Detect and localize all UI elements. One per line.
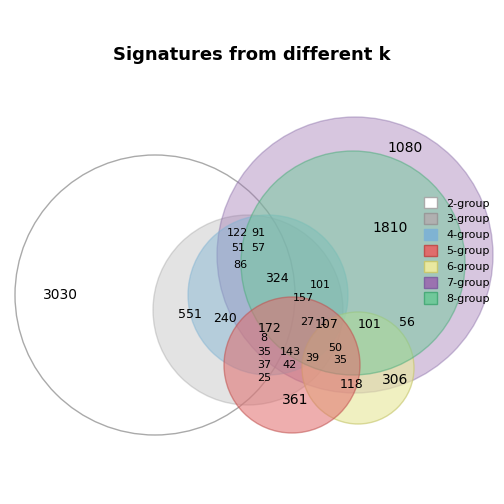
Text: 324: 324: [265, 272, 289, 284]
Circle shape: [188, 215, 348, 375]
Text: 361: 361: [282, 393, 308, 407]
Text: 143: 143: [279, 347, 300, 357]
Text: 1810: 1810: [372, 221, 408, 235]
Text: 240: 240: [213, 311, 237, 325]
Circle shape: [217, 117, 493, 393]
Text: 1080: 1080: [388, 141, 423, 155]
Text: 35: 35: [257, 347, 271, 357]
Text: 57: 57: [251, 243, 265, 253]
Text: 122: 122: [226, 228, 247, 238]
Text: 50: 50: [328, 343, 342, 353]
Text: 56: 56: [399, 316, 415, 329]
Legend: 2-group, 3-group, 4-group, 5-group, 6-group, 7-group, 8-group: 2-group, 3-group, 4-group, 5-group, 6-gr…: [424, 197, 489, 304]
Text: 3030: 3030: [42, 288, 78, 302]
Text: 107: 107: [315, 319, 339, 332]
Text: 118: 118: [340, 379, 364, 392]
Text: 35: 35: [333, 355, 347, 365]
Text: 551: 551: [178, 308, 202, 322]
Text: 1: 1: [320, 317, 327, 327]
Text: 42: 42: [283, 360, 297, 370]
Text: 37: 37: [257, 360, 271, 370]
Text: 27: 27: [300, 317, 314, 327]
Text: 172: 172: [258, 322, 282, 335]
Text: 101: 101: [358, 318, 382, 331]
Circle shape: [153, 215, 343, 405]
Circle shape: [241, 151, 465, 375]
Text: 91: 91: [251, 228, 265, 238]
Text: 157: 157: [292, 293, 313, 303]
Text: 51: 51: [231, 243, 245, 253]
Text: Signatures from different k: Signatures from different k: [113, 46, 391, 64]
Text: 86: 86: [233, 260, 247, 270]
Circle shape: [224, 297, 360, 433]
Circle shape: [302, 312, 414, 424]
Text: 39: 39: [305, 353, 319, 363]
Text: 25: 25: [257, 373, 271, 383]
Text: 8: 8: [261, 333, 268, 343]
Text: 306: 306: [382, 373, 408, 387]
Text: 101: 101: [309, 280, 331, 290]
